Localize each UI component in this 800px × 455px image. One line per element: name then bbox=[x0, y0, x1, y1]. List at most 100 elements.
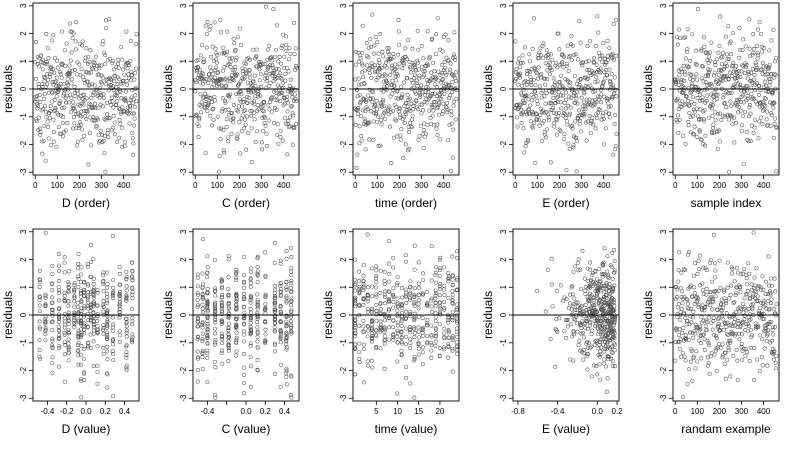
data-point bbox=[129, 337, 134, 342]
data-point bbox=[385, 46, 390, 51]
data-point bbox=[200, 43, 205, 48]
data-point bbox=[386, 297, 391, 302]
data-point bbox=[399, 286, 404, 290]
data-point bbox=[211, 82, 216, 87]
data-point bbox=[691, 354, 696, 359]
data-point bbox=[763, 292, 768, 297]
data-point bbox=[761, 84, 766, 89]
data-point bbox=[425, 341, 430, 346]
data-point bbox=[551, 105, 556, 110]
data-point bbox=[579, 95, 584, 100]
data-point bbox=[395, 391, 400, 396]
data-point bbox=[675, 96, 680, 101]
data-point bbox=[250, 79, 255, 84]
data-point bbox=[369, 89, 374, 94]
data-point bbox=[267, 107, 272, 112]
data-point bbox=[748, 345, 753, 350]
data-point bbox=[530, 125, 535, 130]
data-point bbox=[57, 333, 62, 338]
data-point bbox=[771, 350, 776, 354]
data-point bbox=[604, 281, 609, 286]
data-point bbox=[359, 138, 364, 143]
data-point bbox=[759, 354, 764, 359]
data-point bbox=[758, 287, 763, 292]
data-point bbox=[687, 103, 692, 108]
data-point bbox=[278, 128, 283, 133]
data-point bbox=[89, 65, 94, 70]
data-point bbox=[391, 325, 396, 330]
data-point bbox=[288, 51, 293, 56]
data-point bbox=[66, 310, 71, 315]
data-point bbox=[359, 134, 364, 138]
data-point bbox=[560, 83, 565, 88]
data-point bbox=[694, 349, 699, 354]
data-point bbox=[450, 316, 455, 321]
data-point bbox=[601, 41, 606, 46]
data-point bbox=[407, 146, 412, 151]
data-point bbox=[595, 296, 600, 301]
data-point bbox=[82, 321, 87, 326]
data-point bbox=[432, 99, 437, 104]
data-point bbox=[421, 292, 426, 297]
data-point bbox=[760, 363, 765, 368]
y-tick-label: -2 bbox=[339, 140, 348, 148]
data-point bbox=[205, 108, 210, 113]
data-point bbox=[568, 111, 572, 116]
data-point bbox=[130, 269, 135, 273]
data-point bbox=[215, 70, 220, 75]
data-point bbox=[85, 108, 90, 113]
data-point bbox=[453, 70, 458, 75]
data-point bbox=[420, 333, 425, 338]
x-tick-label: -0.4 bbox=[551, 407, 565, 416]
data-point bbox=[727, 91, 732, 95]
data-point bbox=[134, 41, 139, 46]
y-axis-label: residuals bbox=[161, 291, 175, 339]
data-point bbox=[734, 285, 739, 290]
data-point bbox=[397, 106, 402, 111]
data-point bbox=[706, 363, 711, 368]
data-point bbox=[421, 278, 426, 283]
data-point bbox=[57, 345, 62, 350]
data-point bbox=[118, 89, 123, 94]
data-point bbox=[587, 323, 592, 328]
data-point bbox=[577, 82, 582, 87]
data-point bbox=[200, 355, 205, 360]
data-point bbox=[376, 144, 381, 148]
data-point bbox=[451, 127, 456, 132]
data-point bbox=[101, 279, 106, 284]
data-point bbox=[91, 314, 96, 319]
data-point bbox=[596, 107, 601, 112]
data-point bbox=[758, 333, 762, 338]
data-point bbox=[47, 111, 52, 116]
data-point bbox=[289, 266, 294, 271]
data-point bbox=[88, 290, 93, 295]
data-point bbox=[439, 96, 444, 101]
data-point bbox=[725, 56, 730, 61]
data-point bbox=[432, 91, 437, 96]
data-point bbox=[673, 79, 678, 84]
data-point bbox=[581, 104, 586, 109]
data-point bbox=[613, 17, 618, 22]
data-point bbox=[598, 56, 603, 61]
data-point bbox=[542, 129, 547, 134]
data-point bbox=[580, 60, 585, 65]
data-point bbox=[739, 307, 744, 312]
data-point bbox=[680, 350, 685, 355]
data-point bbox=[606, 96, 611, 101]
data-point bbox=[608, 104, 613, 109]
data-point bbox=[514, 67, 519, 72]
data-point bbox=[450, 254, 455, 259]
data-point bbox=[226, 359, 231, 363]
data-point bbox=[525, 112, 530, 117]
y-tick-label: -2 bbox=[179, 366, 188, 374]
data-point bbox=[733, 67, 738, 72]
data-point bbox=[68, 29, 73, 34]
data-point bbox=[66, 328, 71, 333]
data-point bbox=[738, 108, 743, 113]
data-point bbox=[680, 301, 685, 306]
data-point bbox=[73, 108, 78, 113]
data-point bbox=[80, 137, 85, 142]
x-axis-label: D (order) bbox=[62, 196, 110, 210]
data-point bbox=[587, 283, 592, 288]
data-point bbox=[62, 255, 67, 260]
